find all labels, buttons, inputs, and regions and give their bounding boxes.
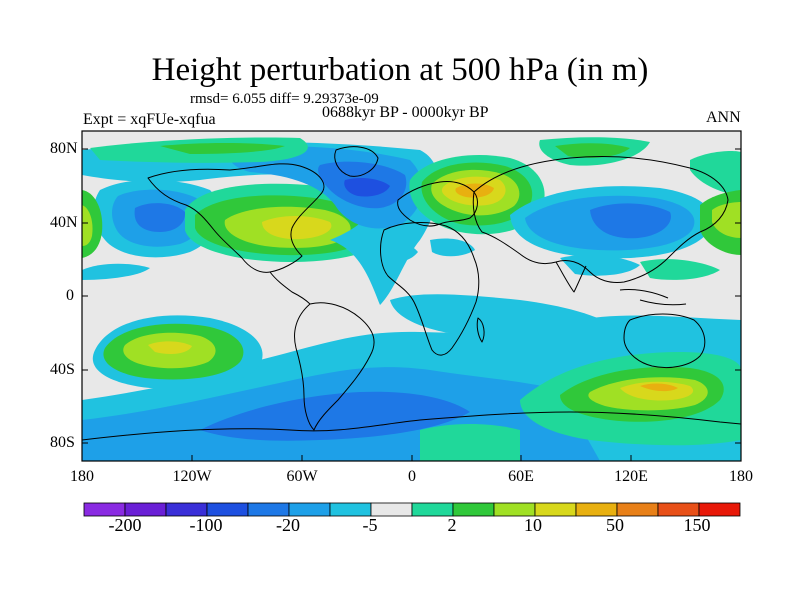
arctic-green-core — [160, 143, 285, 154]
south-indian-high-peak — [620, 381, 694, 401]
x-tick-label: 60W — [286, 468, 318, 485]
coast-asia — [472, 155, 729, 283]
south-atlantic-cyan — [390, 294, 620, 339]
coast-india — [555, 261, 587, 293]
north-africa-cyan — [430, 238, 475, 257]
west-africa-cyan — [380, 242, 418, 262]
x-tick-label: 120W — [172, 468, 212, 485]
coastlines — [82, 146, 741, 441]
coast-africa — [380, 222, 480, 356]
colorbar-label: -200 — [108, 515, 142, 535]
y-tick-label: 80N — [50, 140, 78, 157]
coast-australia — [623, 313, 706, 369]
coast-greenland — [334, 146, 379, 177]
south-pacific-core — [148, 341, 192, 354]
colorbar-swatch — [698, 502, 741, 517]
north-atlantic-low-core — [344, 178, 390, 197]
stats-line: rmsd= 6.055 diff= 9.29373e-09 — [190, 91, 379, 107]
x-tick-label: 60E — [508, 468, 534, 485]
y-tick-label: 40S — [50, 361, 75, 378]
y-tick-label: 80S — [50, 434, 75, 451]
antarctic-east-green — [420, 424, 520, 461]
period-line: 0688kyr BP - 0000kyr BP — [322, 104, 489, 121]
x-tick-label: 180 — [70, 468, 94, 485]
x-tick-label: 0 — [408, 468, 416, 485]
coast-antarctica — [82, 411, 741, 441]
x-tick-label: 120E — [614, 468, 648, 485]
na-high-core — [262, 216, 332, 240]
tropical-cyan — [82, 263, 150, 280]
coast-north-america — [147, 163, 325, 273]
colorbar-swatch — [452, 502, 495, 517]
west-edge-high-core — [82, 205, 93, 246]
y-tick-label: 40N — [50, 214, 78, 231]
season-label: ANN — [706, 109, 741, 126]
south-indian-high-max — [640, 383, 678, 392]
colorbar-label: -5 — [362, 515, 378, 535]
coast-south-america — [294, 302, 375, 431]
x-tick-label: 180 — [729, 468, 753, 485]
colorbar-label: 150 — [683, 515, 711, 535]
experiment-line: Expt = xqFUe-xqfua — [83, 111, 216, 128]
axis-ticks — [81, 148, 742, 461]
colorbar-label: -100 — [189, 515, 223, 535]
arctic-east-core — [555, 143, 630, 158]
coast-central-america — [269, 271, 311, 305]
south-asia-cyan — [560, 254, 640, 276]
figure-title: Height perturbation at 500 hPa (in m) — [151, 52, 649, 88]
far-east-high-core — [712, 202, 741, 238]
coast-europe — [397, 181, 478, 227]
map-field — [82, 131, 741, 461]
south-asia-green — [640, 259, 720, 280]
southern-ocean-low — [200, 391, 470, 441]
eurasia-high-core — [455, 183, 494, 198]
colorbar — [83, 502, 741, 517]
arctic-far-east — [690, 150, 741, 195]
colorbar-label: 50 — [606, 515, 624, 535]
colorbar-label: -20 — [276, 515, 300, 535]
north-pacific-core — [134, 203, 186, 232]
colorbar-label: 2 — [447, 515, 457, 535]
coast-indonesia — [619, 289, 687, 306]
east-asia-low — [590, 203, 671, 239]
y-tick-label: 0 — [66, 287, 74, 304]
colorbar-label: 10 — [524, 515, 542, 535]
coast-madagascar — [476, 317, 485, 343]
